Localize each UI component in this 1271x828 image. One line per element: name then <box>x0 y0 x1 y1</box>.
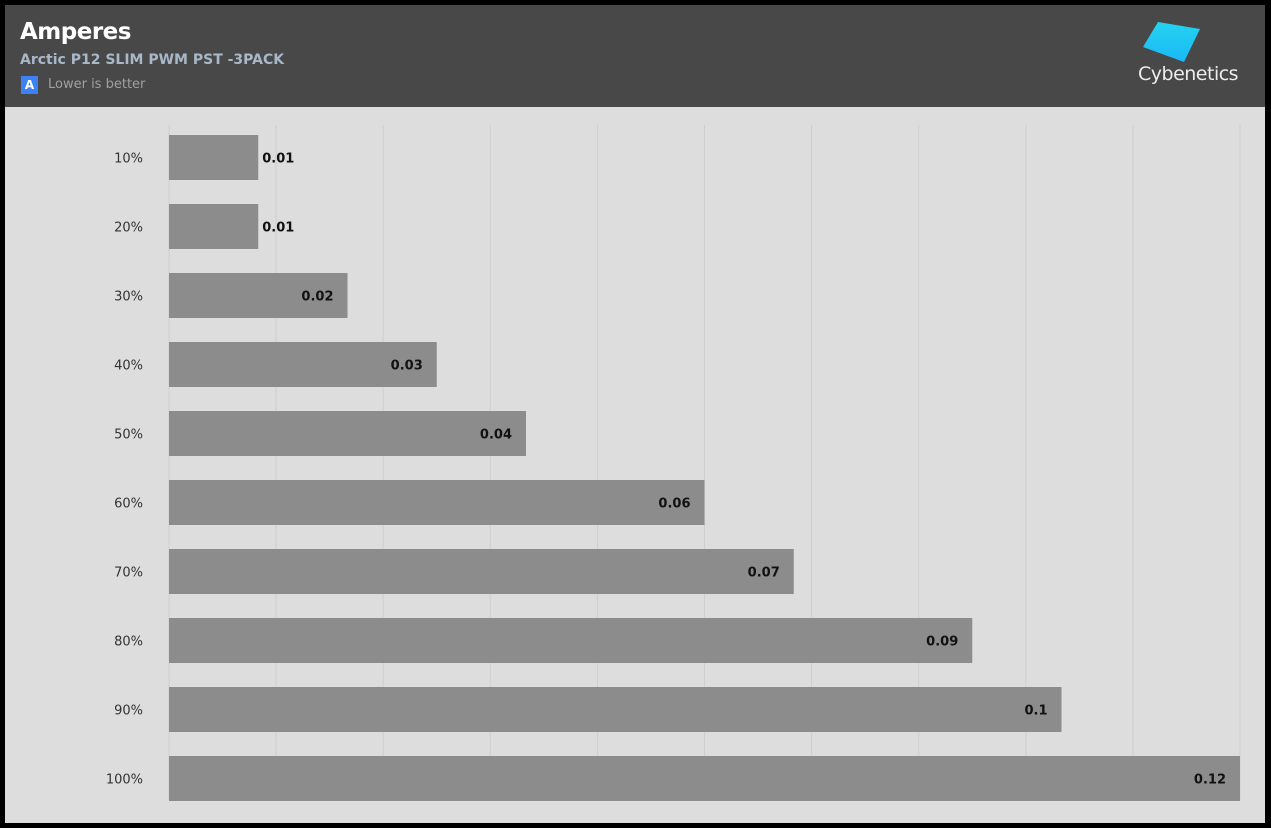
bar <box>169 411 526 456</box>
bar <box>169 342 437 387</box>
data-label: 0.09 <box>926 635 958 650</box>
bar <box>169 480 705 525</box>
category-label: 40% <box>114 359 143 374</box>
chart-header: Amperes Arctic P12 SLIM PWM PST -3PACK A… <box>5 5 1265 107</box>
data-label: 0.01 <box>262 152 294 167</box>
category-label: 100% <box>106 773 143 788</box>
bar <box>169 273 348 318</box>
chart-title: Amperes <box>20 19 131 45</box>
data-label: 0.04 <box>480 428 512 443</box>
bar <box>169 618 973 663</box>
data-label: 0.12 <box>1194 773 1226 788</box>
chart-subtitle: Arctic P12 SLIM PWM PST -3PACK <box>20 52 285 68</box>
data-label: 0.02 <box>301 290 333 305</box>
data-label: 0.03 <box>391 359 423 374</box>
data-label: 0.1 <box>1024 704 1047 719</box>
bar <box>169 135 259 180</box>
category-label: 90% <box>114 704 143 719</box>
bar <box>169 687 1062 732</box>
data-label: 0.06 <box>658 497 690 512</box>
category-label: 30% <box>114 290 143 305</box>
category-label: 70% <box>114 566 143 581</box>
lower-is-better-note: Lower is better <box>48 77 146 92</box>
metric-badge: A <box>21 76 38 94</box>
bar <box>169 549 794 594</box>
bar <box>169 756 1240 801</box>
bar <box>169 204 259 249</box>
category-label: 60% <box>114 497 143 512</box>
category-label: 80% <box>114 635 143 650</box>
cybenetics-logo-icon <box>1143 22 1200 62</box>
data-label: 0.01 <box>262 221 294 236</box>
data-label: 0.07 <box>748 566 780 581</box>
category-label: 10% <box>114 152 143 167</box>
logo-text: Cybenetics <box>1138 63 1239 85</box>
category-label: 20% <box>114 221 143 236</box>
category-label: 50% <box>114 428 143 443</box>
